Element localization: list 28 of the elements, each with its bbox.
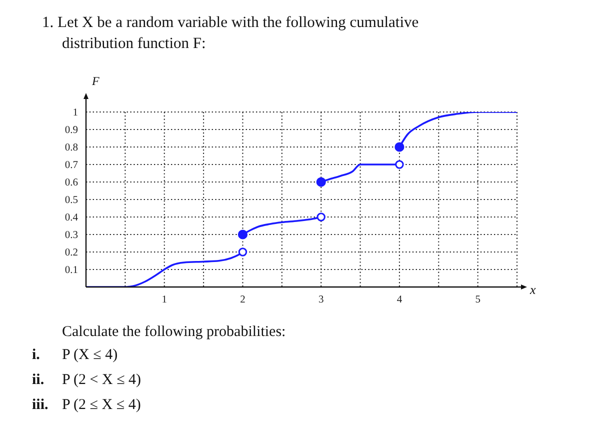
x-tick-label: 4	[396, 294, 403, 306]
text: Calculate the following probabilities:	[62, 323, 286, 342]
y-tick-label: 0.3	[64, 230, 78, 242]
y-tick-label: 0.6	[64, 178, 78, 189]
text: i. P (X ≤ 4)	[32, 347, 118, 363]
x-tick-label: 3	[318, 294, 324, 306]
x-tick-label: 5	[475, 294, 480, 306]
point	[238, 230, 248, 240]
y-tick-label: 0.4	[64, 212, 79, 224]
y-tick-label: 1	[72, 108, 78, 119]
y-tick-label: 0.7	[64, 160, 78, 172]
point	[238, 248, 248, 256]
x-tick-label: 2	[240, 294, 246, 306]
x-tick-label: 1	[162, 294, 167, 306]
point	[395, 160, 404, 169]
y-tick-label: 0.2	[64, 248, 78, 259]
chart-title: 1. Let X be a random variable with the following cumulative distribution function F:	[42, 13, 420, 54]
y-tick-label: 0.5	[64, 195, 78, 206]
y-tick-label: 0.1	[64, 265, 78, 276]
y-axis-title: F	[92, 74, 100, 88]
point	[394, 142, 404, 152]
point	[316, 177, 326, 187]
text: iii. P (2 ≤ X ≤ 4)	[32, 396, 141, 415]
point	[316, 212, 326, 222]
y-tick-label: 0.8	[64, 142, 78, 154]
x-axis-title: x	[530, 282, 536, 297]
text: ii. P (2 < X ≤ 4)	[32, 371, 142, 390]
y-tick-label: 0.9	[64, 125, 78, 136]
